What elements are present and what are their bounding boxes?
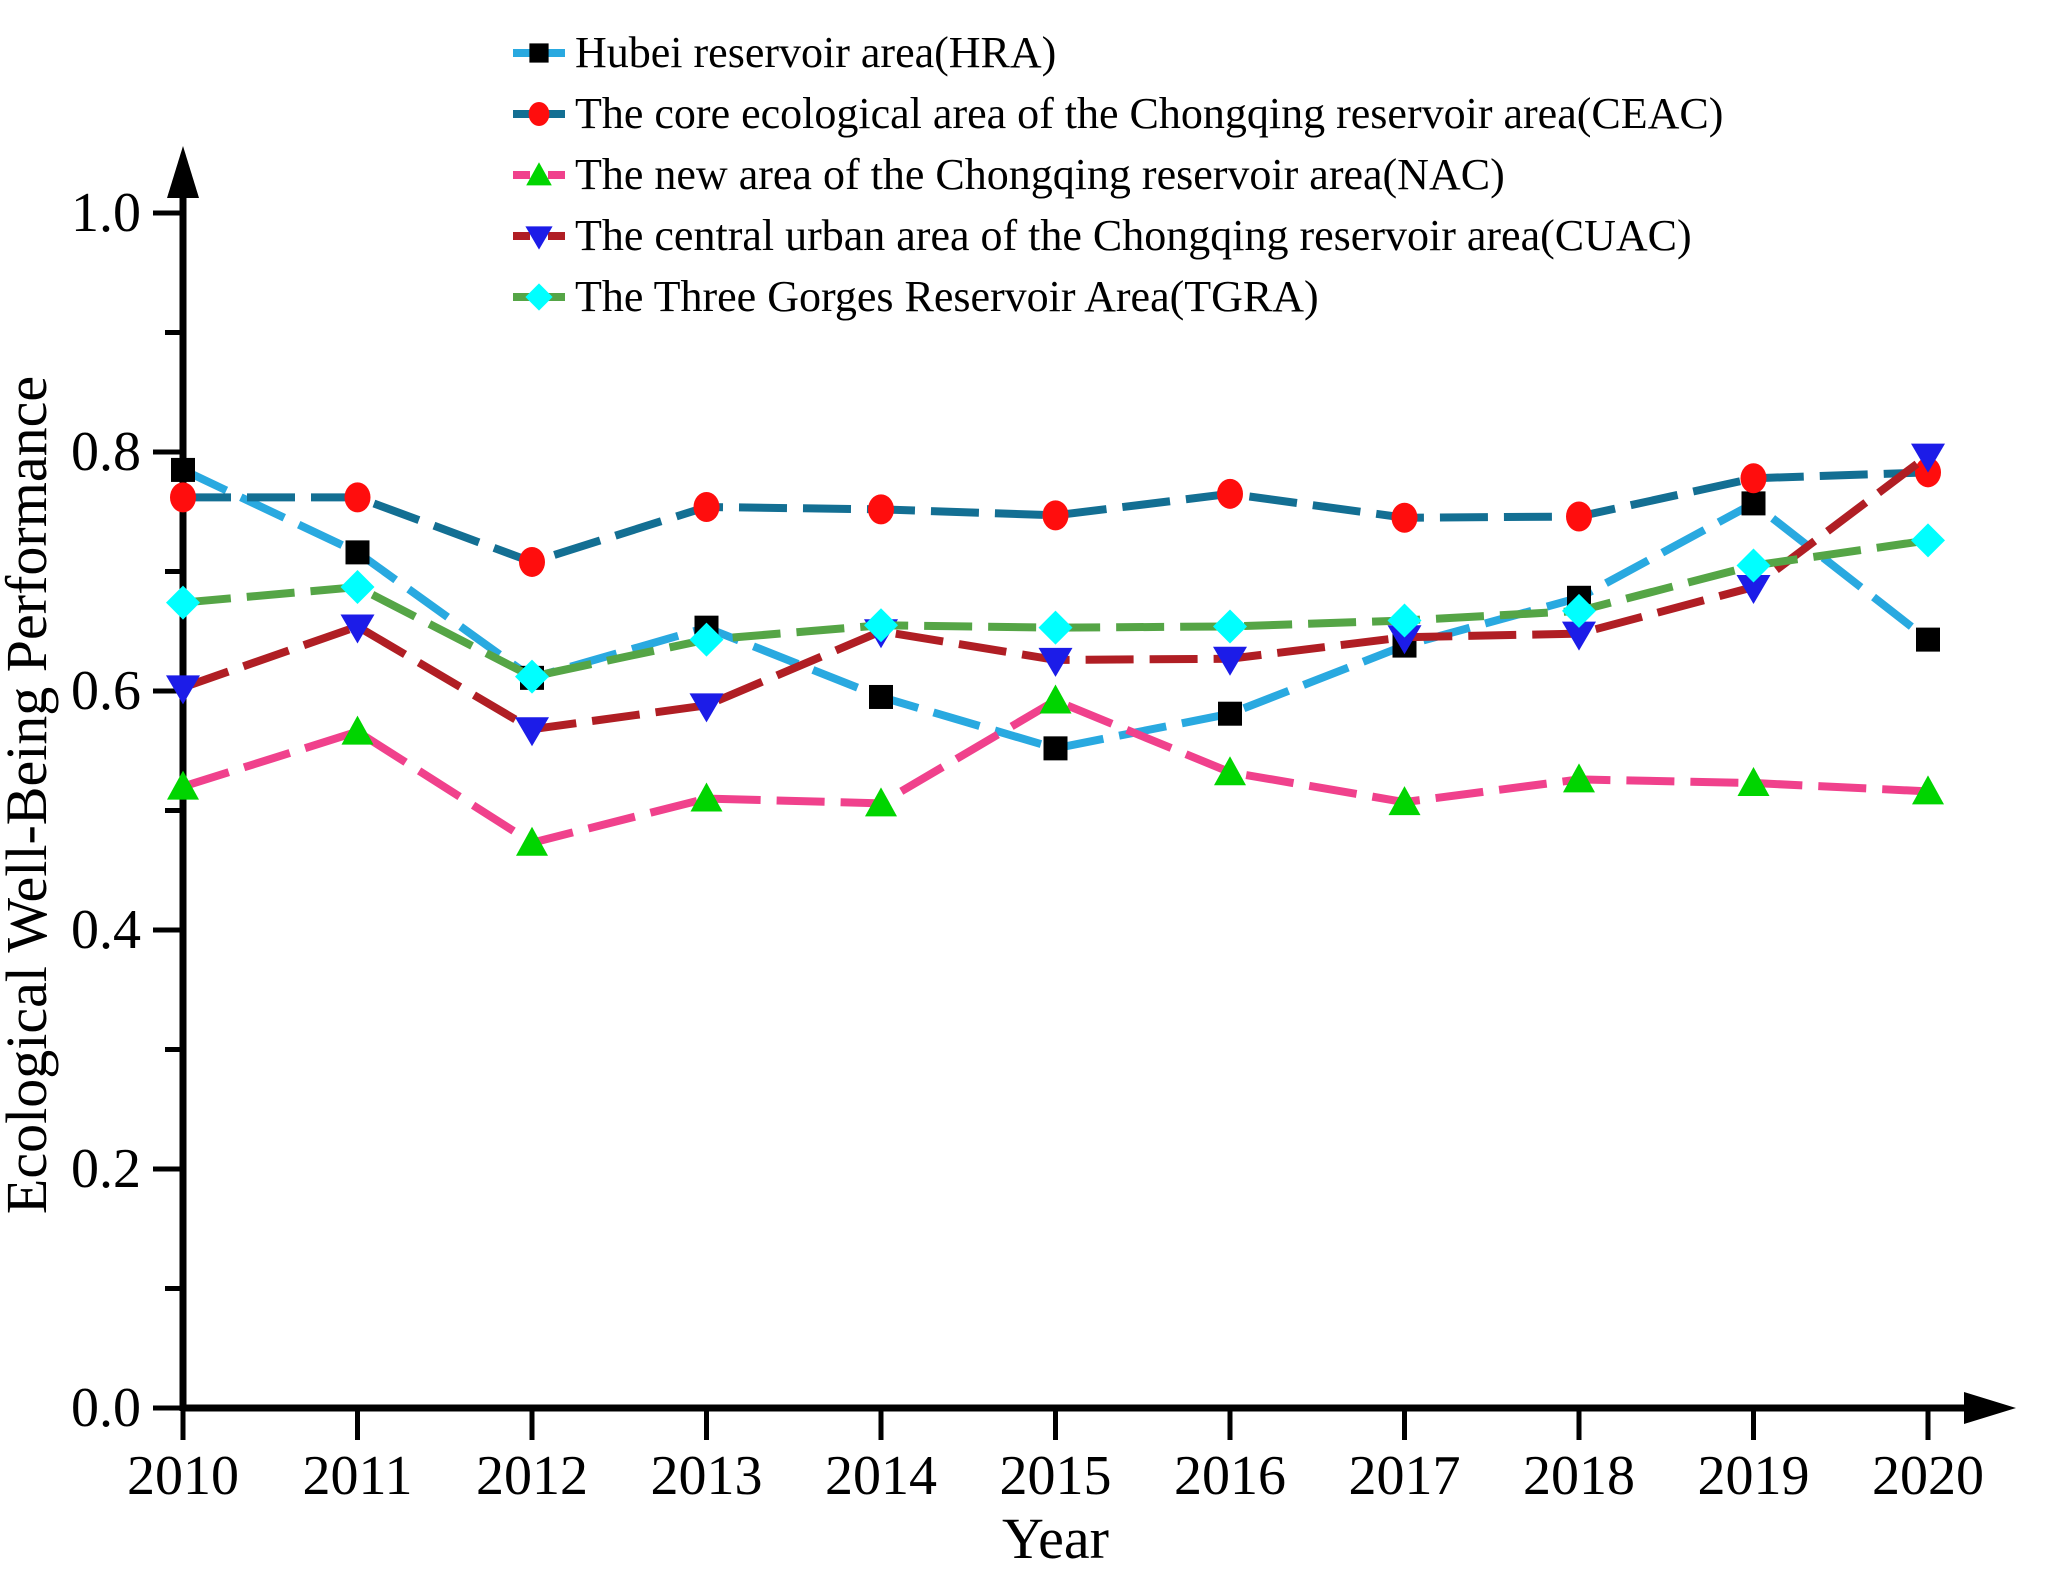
legend-sample-hra-icon	[513, 42, 565, 63]
legend-sample-marker	[529, 42, 549, 63]
series-marker-0-2020	[1916, 627, 1940, 652]
series-marker-4-2010	[166, 585, 200, 620]
x-tick-label: 2019	[1698, 1445, 1810, 1507]
series-marker-0-2014	[869, 684, 893, 709]
legend-label-cuac: The central urban area of the Chongqing …	[575, 210, 1692, 260]
legend-label-hra: Hubei reservoir area(HRA)	[575, 27, 1057, 77]
series-marker-4-2012	[515, 659, 549, 694]
series-marker-3-2017	[1387, 625, 1422, 655]
series-marker-4-2014	[864, 608, 898, 643]
series-marker-4-2020	[1911, 523, 1945, 558]
y-axis-arrow-icon	[167, 146, 199, 198]
y-tick-label: 0.4	[71, 899, 141, 961]
legend-sample-marker	[526, 161, 552, 185]
legend-item-ceac: The core ecological area of the Chongqin…	[513, 83, 1723, 144]
x-tick-label: 2018	[1523, 1445, 1635, 1507]
series-marker-2-2010	[167, 770, 199, 800]
series-marker-4-2019	[1736, 548, 1771, 583]
series-marker-2-2020	[1912, 775, 1944, 805]
x-tick-label: 2015	[1000, 1445, 1112, 1507]
series-marker-2-2017	[1388, 786, 1421, 816]
legend-item-tgra: The Three Gorges Reservoir Area(TGRA)	[513, 266, 1723, 327]
x-tick-label: 2014	[825, 1445, 937, 1507]
series-marker-3-2018	[1562, 621, 1596, 651]
legend-sample-marker	[528, 101, 550, 126]
legend-sample-ceac-icon	[513, 101, 565, 126]
legend-label-ceac: The core ecological area of the Chongqin…	[575, 88, 1724, 138]
x-tick-label: 2011	[303, 1445, 413, 1507]
x-tick-label: 2010	[127, 1445, 239, 1507]
series-marker-0-2010	[171, 457, 195, 482]
series-marker-4-2013	[689, 622, 724, 657]
series-marker-1-2015	[1042, 500, 1069, 531]
series-marker-3-2020	[1911, 443, 1945, 473]
legend-label-tgra: The Three Gorges Reservoir Area(TGRA)	[575, 271, 1319, 321]
series-marker-1-2010	[170, 482, 196, 513]
series-marker-4-2018	[1562, 593, 1596, 628]
y-tick-label: 1.0	[71, 182, 141, 244]
series-marker-3-2015	[1038, 647, 1073, 677]
series-marker-3-2011	[340, 614, 375, 644]
series-marker-1-2014	[868, 494, 894, 525]
series-marker-4-2011	[340, 570, 375, 605]
chart-legend: Hubei reservoir area(HRA) The core ecolo…	[513, 22, 1723, 327]
y-tick-label: 0.2	[71, 1138, 141, 1200]
x-tick-label: 2017	[1349, 1445, 1461, 1507]
x-tick-label: 2013	[651, 1445, 763, 1507]
x-axis-title: Year	[1002, 1506, 1109, 1569]
legend-sample-nac-icon	[513, 161, 565, 185]
series-marker-3-2010	[166, 675, 200, 705]
series-marker-3-2013	[689, 693, 724, 723]
series-marker-4-2017	[1387, 603, 1422, 638]
series-marker-0-2015	[1043, 736, 1068, 761]
legend-sample-marker	[525, 282, 553, 311]
legend-sample-cuac-icon	[513, 225, 565, 250]
series-marker-0-2019	[1741, 491, 1766, 516]
series-marker-1-2011	[344, 482, 371, 513]
series-line-2	[181, 696, 1929, 848]
series-marker-2-2013	[690, 782, 723, 812]
x-axis-arrow-icon	[1964, 1392, 2016, 1424]
legend-item-hra: Hubei reservoir area(HRA)	[513, 22, 1723, 83]
x-tick-label: 2016	[1174, 1445, 1286, 1507]
series-marker-1-2019	[1740, 463, 1767, 494]
x-tick-label: 2020	[1872, 1445, 1984, 1507]
series-marker-1-2012	[519, 546, 545, 577]
series-marker-0-2011	[345, 540, 370, 565]
series-marker-3-2012	[515, 717, 549, 747]
series-marker-2-2012	[516, 826, 548, 856]
legend-label-nac: The new area of the Chongqing reservoir …	[575, 149, 1505, 199]
series-marker-1-2013	[693, 491, 720, 522]
series-marker-1-2017	[1391, 502, 1418, 533]
series-marker-3-2019	[1736, 575, 1771, 605]
series-marker-4-2016	[1213, 609, 1247, 644]
legend-item-cuac: The central urban area of the Chongqing …	[513, 205, 1723, 266]
legend-sample-tgra-icon	[513, 282, 565, 311]
series-marker-3-2016	[1213, 646, 1247, 676]
y-tick-label: 0.6	[71, 660, 141, 722]
series-line-1	[183, 468, 1929, 567]
series-marker-1-2016	[1217, 478, 1243, 509]
series-marker-2-2016	[1214, 756, 1246, 786]
series-line-0	[181, 466, 1931, 753]
series-marker-0-2016	[1218, 701, 1242, 726]
series-marker-2-2014	[865, 787, 897, 817]
x-tick-label: 2012	[476, 1445, 588, 1507]
series-marker-4-2015	[1038, 610, 1073, 645]
series-marker-2-2015	[1039, 684, 1072, 714]
series-marker-2-2018	[1563, 763, 1595, 793]
y-tick-label: 0.8	[71, 421, 141, 483]
series-marker-2-2011	[341, 715, 374, 745]
series-marker-2-2019	[1737, 767, 1770, 797]
legend-item-nac: The new area of the Chongqing reservoir …	[513, 144, 1723, 205]
y-tick-label: 0.0	[71, 1377, 141, 1439]
legend-sample-marker	[525, 225, 553, 250]
series-marker-1-2018	[1566, 501, 1592, 532]
y-axis-title: Ecological Well-Being Performance	[0, 376, 59, 1214]
